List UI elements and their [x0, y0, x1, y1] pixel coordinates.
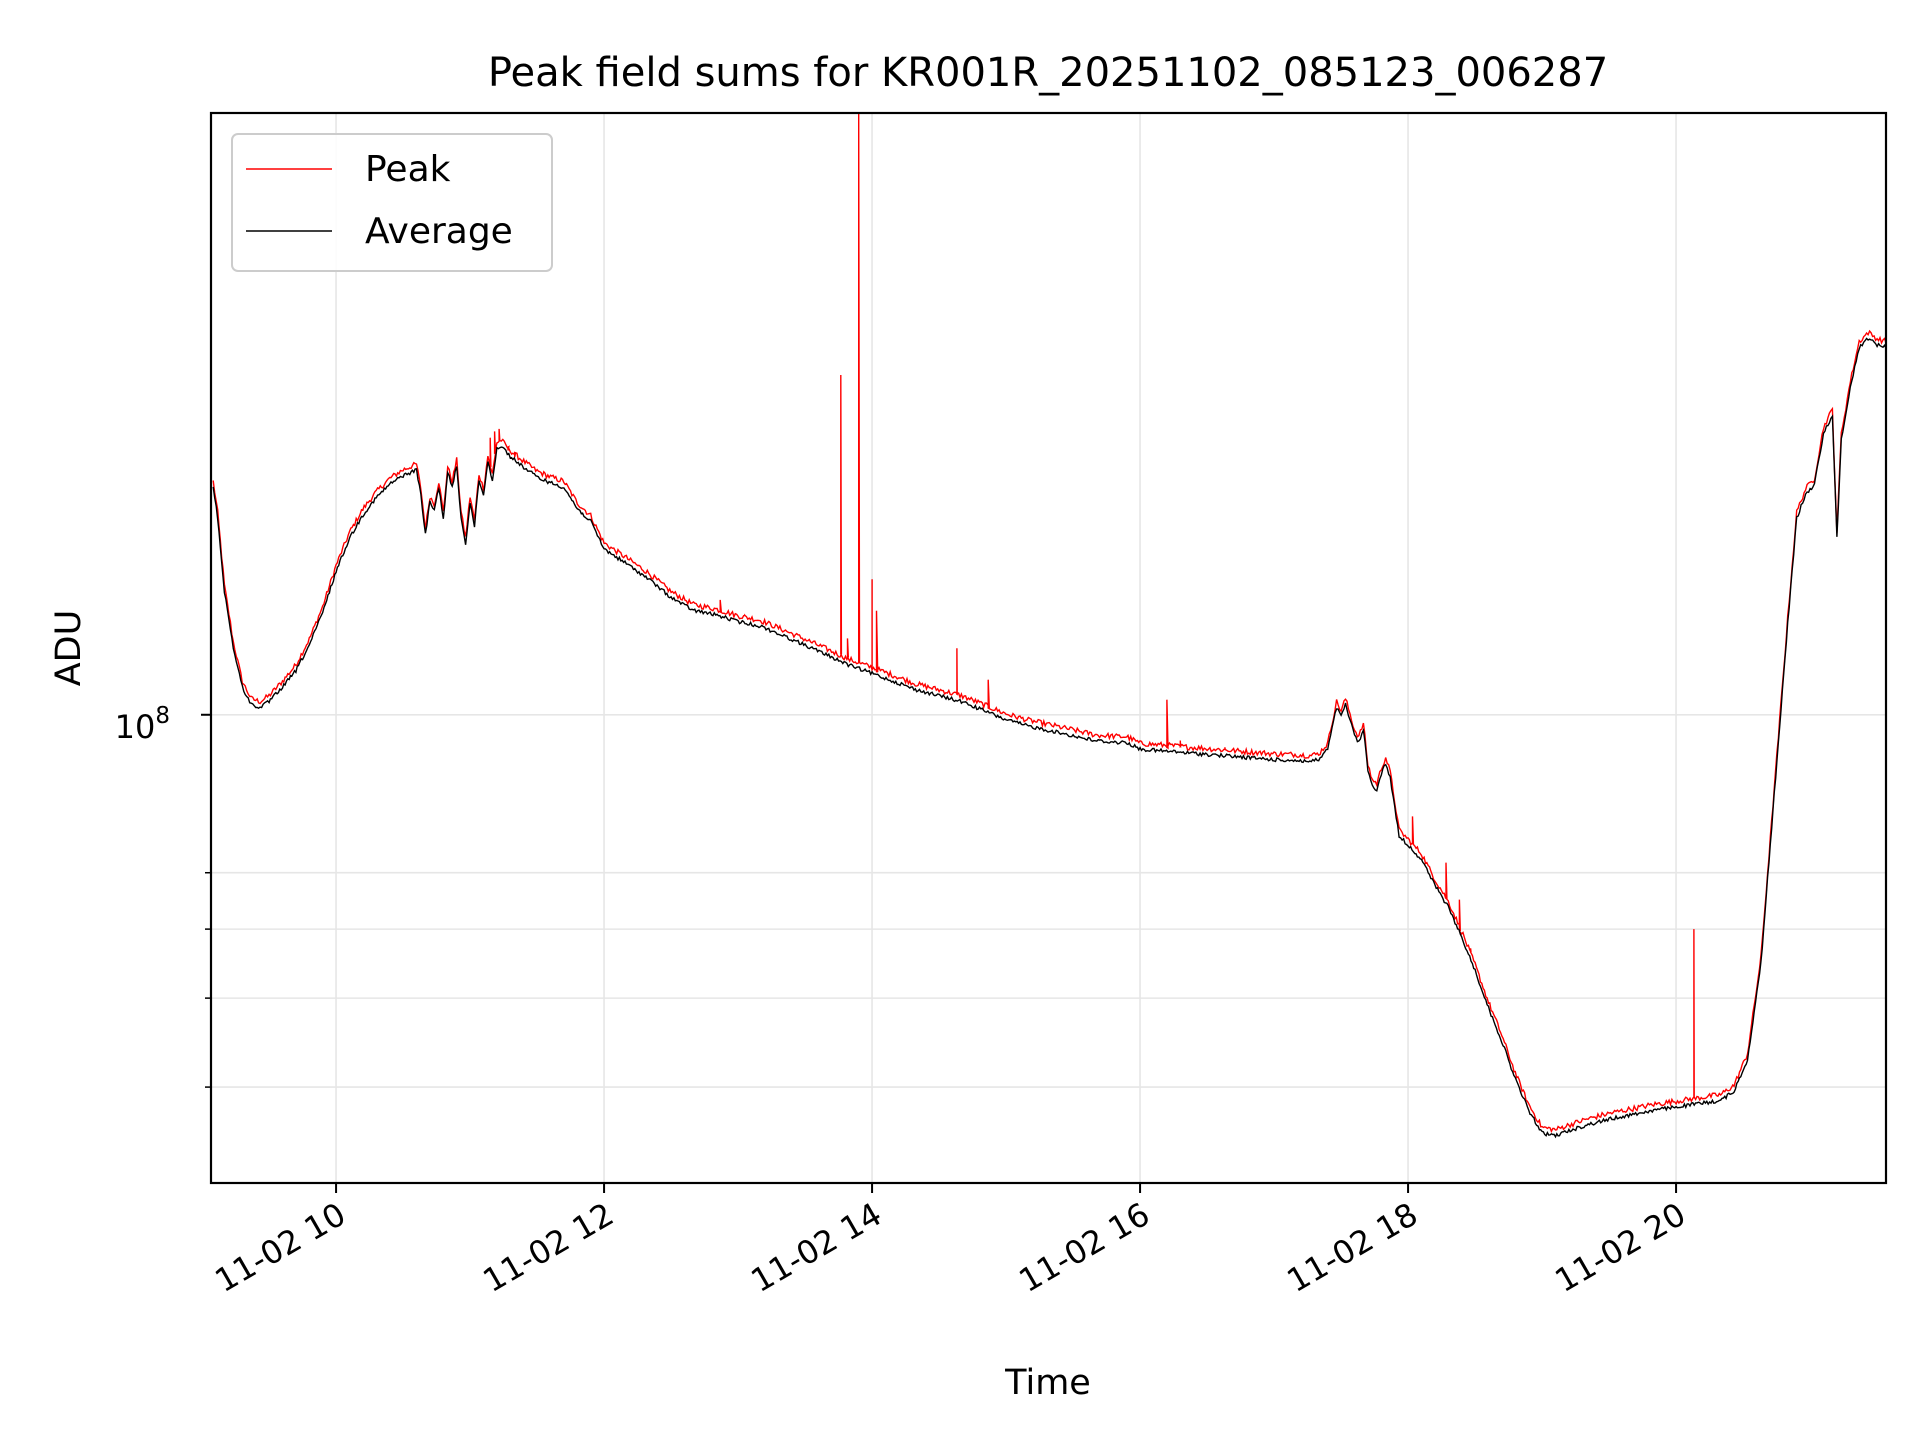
- svg-text:108: 108: [115, 703, 170, 746]
- y-tick-exponent: 8: [155, 703, 170, 729]
- series-peak-line: [212, 113, 1886, 1134]
- plot-frame: [209, 111, 1888, 1185]
- y-tick-base: 10: [115, 708, 156, 746]
- y-tick-label-1e8: 108: [115, 703, 170, 746]
- legend-label-peak: Peak: [365, 149, 451, 190]
- series-average-line: [212, 337, 1886, 1139]
- legend: Peak Average: [231, 133, 553, 272]
- x-axis-label: Time: [1004, 1363, 1091, 1403]
- series-lines: [212, 113, 1886, 1139]
- chart-title: Peak field sums for KR001R_20251102_0851…: [488, 50, 1608, 96]
- legend-label-average: Average: [365, 211, 513, 252]
- y-axis-label: ADU: [49, 610, 89, 687]
